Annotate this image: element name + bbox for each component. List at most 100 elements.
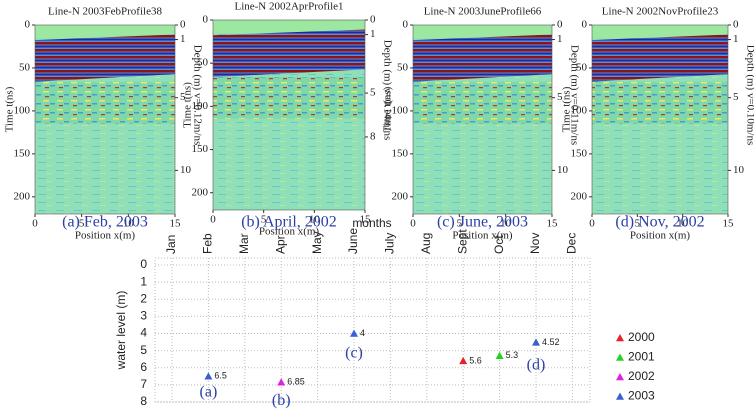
- x-axis-label: Position x(m): [259, 226, 320, 238]
- x-tick-label: 5: [635, 218, 641, 230]
- x-axis-label: Position x(m): [75, 230, 136, 242]
- y2-tick-label: 10: [557, 164, 569, 176]
- legend-marker: [616, 353, 624, 361]
- y-tick-label: 50: [397, 61, 409, 73]
- panel-caption: (d) Nov, 2002: [615, 214, 704, 231]
- x-tick-label: June: [346, 228, 360, 254]
- y2-tick-label: 10: [733, 164, 745, 176]
- x-tick-label: 5: [457, 218, 463, 230]
- x-tick-label: Nov: [528, 233, 542, 254]
- value-label: 4.52: [542, 337, 560, 347]
- plot-frame: [34, 24, 176, 215]
- x-tick-label: Apr: [273, 235, 287, 254]
- y-tick-label: 50: [576, 61, 588, 73]
- x-tick-label: 0: [410, 218, 416, 230]
- x-axis-label: months: [352, 216, 391, 230]
- point: [277, 378, 286, 386]
- x-axis-label: Position x(m): [630, 230, 691, 242]
- y-tick-label: 0: [25, 19, 31, 31]
- y-tick-label: 0: [582, 19, 588, 31]
- x-tick-label: 0: [210, 214, 216, 226]
- y-tick-label: 150: [571, 147, 588, 159]
- plot-frame: [212, 19, 366, 211]
- x-tick-label: Oct: [492, 235, 506, 254]
- y2-tick-label: 1: [733, 33, 739, 45]
- y2-axis-label: Depth (m) v=0.10m/ns: [744, 45, 754, 146]
- legend-marker: [616, 373, 624, 381]
- radargram-scatter: [413, 81, 552, 124]
- x-tick-label: May: [310, 231, 324, 254]
- panel-title: Line-N 2003JuneProfile66: [424, 6, 542, 18]
- annotation: (a): [200, 383, 218, 400]
- y2-axis-label: Depth (m) v=0.11m/ns: [568, 45, 580, 145]
- y2-axis-label: Depth (m) v=0.14m/ns: [381, 40, 393, 141]
- value-label: 5.3: [506, 350, 519, 360]
- x-tick-label: Sept: [455, 229, 469, 254]
- y-tick-label: 8: [140, 394, 147, 408]
- x-tick-label: 15: [170, 218, 182, 230]
- x-tick-label: Aug: [419, 233, 433, 254]
- y-tick-label: 200: [392, 190, 409, 202]
- x-tick-label: 15: [547, 218, 559, 230]
- y-tick-label: 1: [140, 274, 147, 288]
- point: [459, 356, 468, 365]
- y-tick-label: 150: [14, 147, 31, 159]
- panel-title: Line-N 2002NovProfile23: [602, 6, 719, 18]
- point: [350, 329, 358, 337]
- x-tick-label: 10: [677, 218, 689, 230]
- y-tick-label: 3: [140, 309, 147, 323]
- y-tick-label: 4: [140, 326, 147, 340]
- legend-marker: [616, 392, 624, 400]
- y-tick-label: 50: [19, 61, 31, 73]
- x-tick-label: Feb: [201, 233, 215, 254]
- annotation: (b): [272, 392, 291, 409]
- x-tick-label: Jan: [164, 235, 178, 254]
- legend-label: 2001: [628, 350, 655, 364]
- panel-caption: (c) June, 2003: [437, 214, 528, 231]
- x-axis-label: Position x(m): [452, 230, 513, 242]
- x-tick-label: 10: [500, 218, 512, 230]
- y-tick-label: 100: [192, 100, 209, 112]
- y2-tick-label: 5: [733, 91, 739, 103]
- panel-caption: (b) April, 2002: [241, 214, 337, 231]
- annotation: (d): [527, 357, 546, 374]
- y-tick-label: 100: [392, 104, 409, 116]
- plot-frame: [154, 257, 591, 403]
- radargram-scatter: [213, 77, 365, 119]
- y-tick-label: 6: [140, 360, 147, 374]
- point: [495, 351, 504, 359]
- y2-tick-label: 0: [557, 19, 563, 31]
- panel-title: Line-N 2002AprProfile1: [234, 1, 343, 13]
- plot-frame: [591, 24, 729, 215]
- y-tick-label: 7: [140, 377, 147, 391]
- legend-label: 2000: [628, 330, 655, 344]
- y-axis-label: Time t(ns): [561, 86, 573, 132]
- y2-axis-label: Depth (m) v=0.12m/ns: [191, 45, 203, 146]
- y2-tick-label: 5: [180, 91, 186, 103]
- radargram-scatter: [592, 81, 728, 124]
- y-tick-label: 100: [14, 104, 31, 116]
- y-tick-label: 0: [140, 257, 147, 271]
- y-axis-label: Time t(ns): [382, 86, 394, 132]
- plot-frame: [412, 24, 553, 215]
- radargram-reflectors: [35, 34, 175, 82]
- point: [204, 372, 213, 380]
- legend-label: 2003: [628, 389, 655, 403]
- value-label: 6.85: [287, 377, 305, 387]
- x-tick-label: 5: [261, 214, 267, 226]
- x-tick-label: 5: [79, 218, 85, 230]
- y2-tick-label: 5: [370, 87, 376, 99]
- x-tick-label: Mar: [237, 233, 251, 254]
- value-label: 4: [360, 328, 365, 338]
- y2-tick-label: 1: [180, 33, 186, 45]
- y2-tick-label: 10: [180, 164, 192, 176]
- radargram-surface: [592, 25, 728, 39]
- y-tick-label: 200: [192, 186, 209, 198]
- y-tick-label: 2: [140, 291, 147, 305]
- y-axis-label: water level (m): [114, 291, 128, 371]
- y2-tick-label: 0: [370, 14, 376, 26]
- value-label: 5.6: [469, 355, 482, 365]
- y2-tick-label: 0: [180, 19, 186, 31]
- y-tick-label: 100: [571, 104, 588, 116]
- y-tick-label: 50: [197, 57, 209, 69]
